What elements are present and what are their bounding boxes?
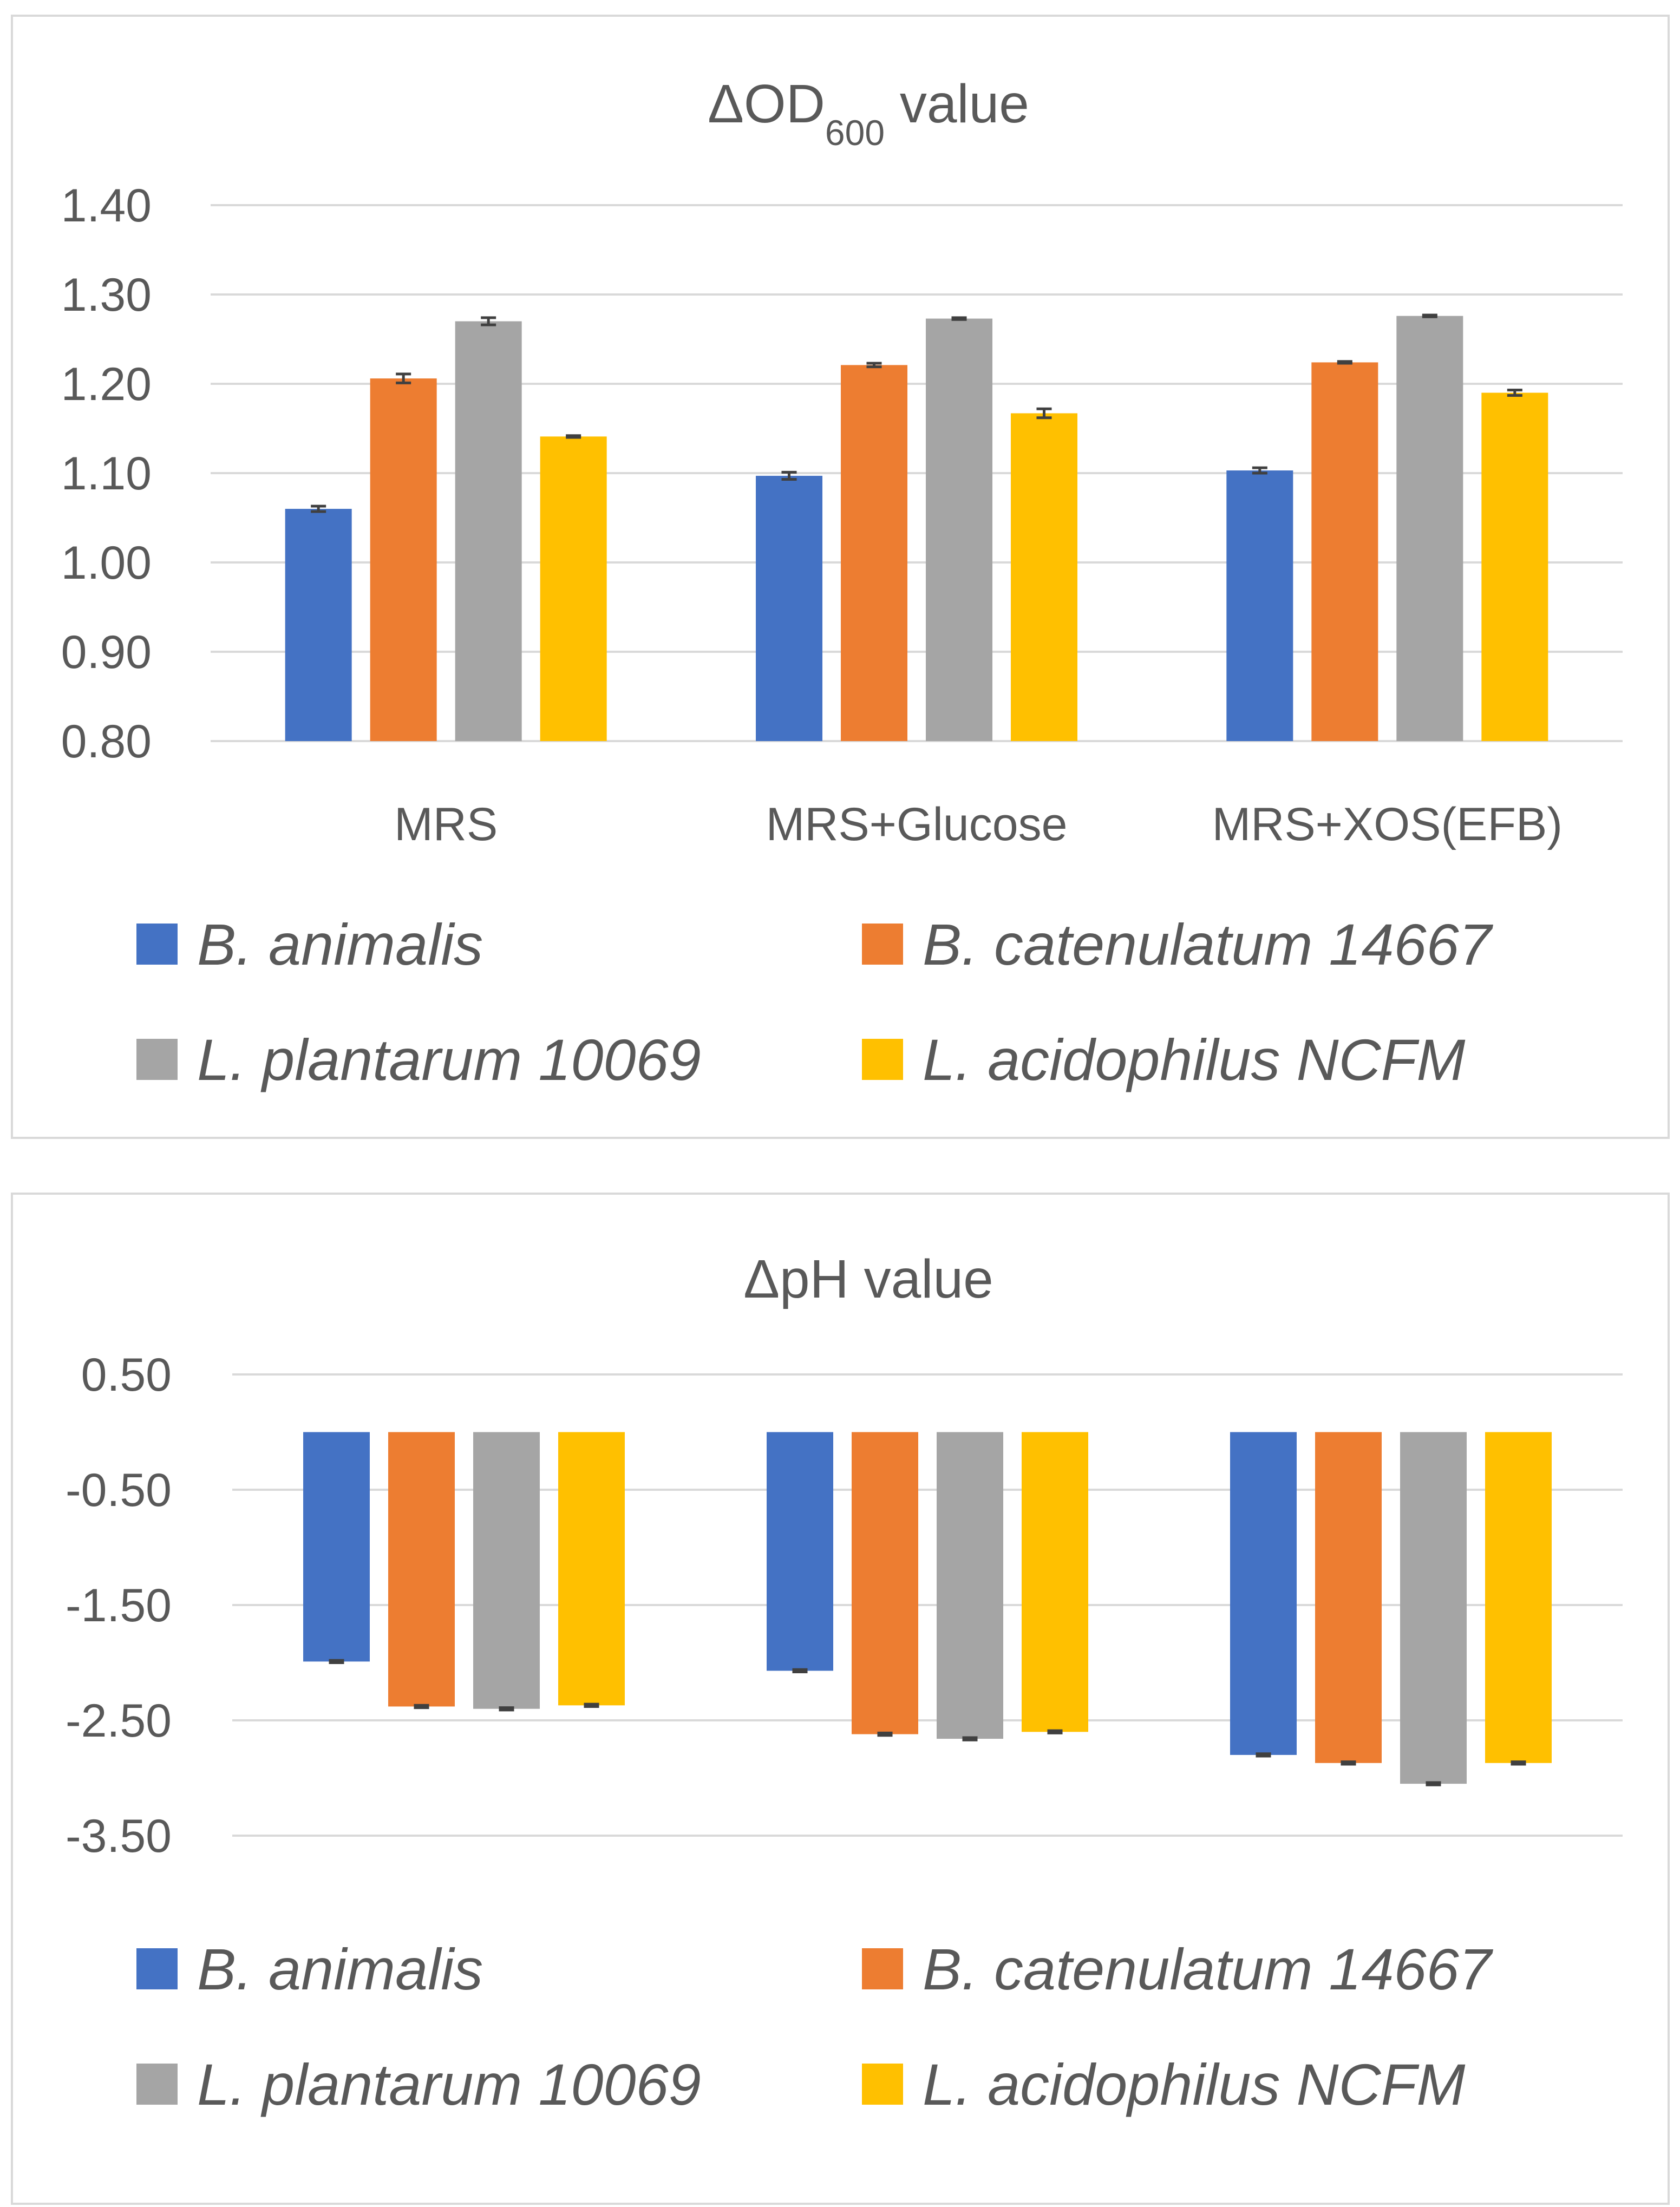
bar-b-catenulatum-14667-mrs [388,1432,455,1707]
bar-l-plantarum-10069-mrs [455,321,522,741]
chart-title: ΔOD600 value [708,74,1029,153]
ph-chart: ΔpH value 0.50 -0.50 -1.50 -2.50 -3.50 B. an… [66,1249,1623,2117]
error-bar [1047,1729,1063,1734]
bar-b-catenulatum-14667-mrs [370,378,437,741]
legend-item-l-plantarum-10069: L. plantarum 10069 [136,2052,701,2117]
y-tick-label: -3.50 [66,1810,172,1862]
legend-item-b-catenulatum-14667: B. catenulatum 14667 [862,1936,1494,2002]
bar-l-plantarum-10069-mrs-xos-efb [1400,1432,1467,1784]
legend-swatch [862,924,903,965]
legend-swatch [136,2064,178,2105]
x-tick-label: MRS+Glucose [766,798,1068,850]
bar-b-animalis-mrs-xos-efb [1230,1432,1297,1755]
bar-l-plantarum-10069-mrs-xos-efb [1396,316,1463,741]
error-bar [781,470,797,481]
legend-item-l-plantarum-10069: L. plantarum 10069 [136,1027,701,1092]
legend-item-l-acidophilus-ncfm: L. acidophilus NCFM [862,2052,1465,2117]
legend-item-b-catenulatum-14667: B. catenulatum 14667 [862,912,1494,977]
error-bar [566,434,581,439]
legend-swatch [136,1948,178,1989]
y-tick-label: 1.40 [61,180,152,232]
error-bar [1036,407,1052,420]
legend-swatch [862,1039,903,1080]
y-tick-label: 1.00 [61,537,152,589]
error-bar [1426,1781,1441,1786]
error-bar [1422,313,1437,318]
y-tick-label: -2.50 [66,1695,172,1747]
od600-chart-panel: ΔOD600 value 0.80 0.90 1.00 1.10 1.20 1.30 1.4… [11,15,1670,1139]
error-bar [481,316,496,326]
legend-label: L. plantarum 10069 [197,1027,701,1092]
y-tick-label: 1.10 [61,448,152,500]
y-tick-label: -1.50 [66,1580,172,1632]
od600-chart: ΔOD600 value 0.80 0.90 1.00 1.10 1.20 1.30 1.4… [61,74,1623,1092]
legend-item-b-animalis: B. animalis [136,912,483,977]
error-bar [396,372,411,384]
error-bar [1256,1752,1271,1758]
legend-item-b-animalis: B. animalis [136,1936,483,2002]
legend-label: B. catenulatum 14667 [923,1936,1494,2002]
bar-l-plantarum-10069-mrs-glucose [926,318,992,741]
legend-swatch [862,2064,903,2105]
legend-label: L. acidophilus NCFM [923,1027,1465,1092]
legend-swatch [136,1039,178,1080]
y-tick-label: 0.50 [81,1349,172,1401]
chart-title-subscript: 600 [825,113,885,153]
error-bar [962,1736,978,1741]
bar-b-animalis-mrs-xos-efb [1226,470,1293,741]
error-bar [951,316,967,321]
y-tick-label: 0.80 [61,716,152,768]
error-bar [866,362,882,369]
bar-l-acidophilus-ncfm-mrs-xos-efb [1485,1432,1552,1763]
error-bar [329,1659,344,1664]
x-tick-label: MRS [394,798,498,850]
legend-label: L. plantarum 10069 [197,2052,701,2117]
bar-b-catenulatum-14667-mrs-xos-efb [1311,362,1378,741]
bar-b-animalis-mrs [285,509,352,741]
error-bar [1341,1760,1356,1766]
error-bar [1252,466,1267,475]
error-bar [311,505,326,513]
error-bar [877,1731,893,1737]
chart-title: ΔpH value [743,1249,993,1309]
bar-l-acidophilus-ncfm-mrs-glucose [1011,413,1077,741]
error-bar [584,1702,599,1708]
y-tick-label: 1.30 [61,269,152,321]
error-bar [1507,389,1522,397]
bar-b-animalis-mrs-glucose [767,1432,833,1671]
error-bar [499,1706,514,1712]
bar-l-acidophilus-ncfm-mrs-xos-efb [1481,392,1548,741]
bar-b-catenulatum-14667-mrs-glucose [852,1432,918,1734]
legend-swatch [862,1948,903,1989]
chart-title-main: ΔOD [708,74,825,134]
bar-b-animalis-mrs [303,1432,370,1662]
y-tick-label: 0.90 [61,626,152,678]
error-bar [792,1668,808,1674]
bar-l-acidophilus-ncfm-mrs-glucose [1022,1432,1088,1732]
legend-label: B. animalis [197,1936,483,2002]
bar-l-acidophilus-ncfm-mrs [540,436,607,741]
ph-chart-panel: ΔpH value 0.50 -0.50 -1.50 -2.50 -3.50 B. an… [11,1193,1670,2205]
y-tick-label: 1.20 [61,358,152,410]
error-bar [1337,360,1352,365]
bar-l-plantarum-10069-mrs [473,1432,540,1709]
bar-b-catenulatum-14667-mrs-glucose [841,365,907,741]
legend-swatch [136,924,178,965]
y-tick-label: -0.50 [66,1464,172,1516]
bar-l-plantarum-10069-mrs-glucose [937,1432,1003,1739]
legend-label: L. acidophilus NCFM [923,2052,1465,2117]
legend-item-l-acidophilus-ncfm: L. acidophilus NCFM [862,1027,1465,1092]
chart-title-main: ΔpH value [743,1249,993,1309]
bar-l-acidophilus-ncfm-mrs [558,1432,625,1706]
legend-label: B. catenulatum 14667 [923,912,1494,977]
error-bar [414,1704,429,1710]
error-bar [1511,1760,1526,1766]
bar-b-animalis-mrs-glucose [756,475,822,741]
bar-b-catenulatum-14667-mrs-xos-efb [1315,1432,1382,1763]
chart-title-suffix: value [885,74,1029,134]
x-tick-label: MRS+XOS(EFB) [1212,798,1563,850]
legend-label: B. animalis [197,912,483,977]
